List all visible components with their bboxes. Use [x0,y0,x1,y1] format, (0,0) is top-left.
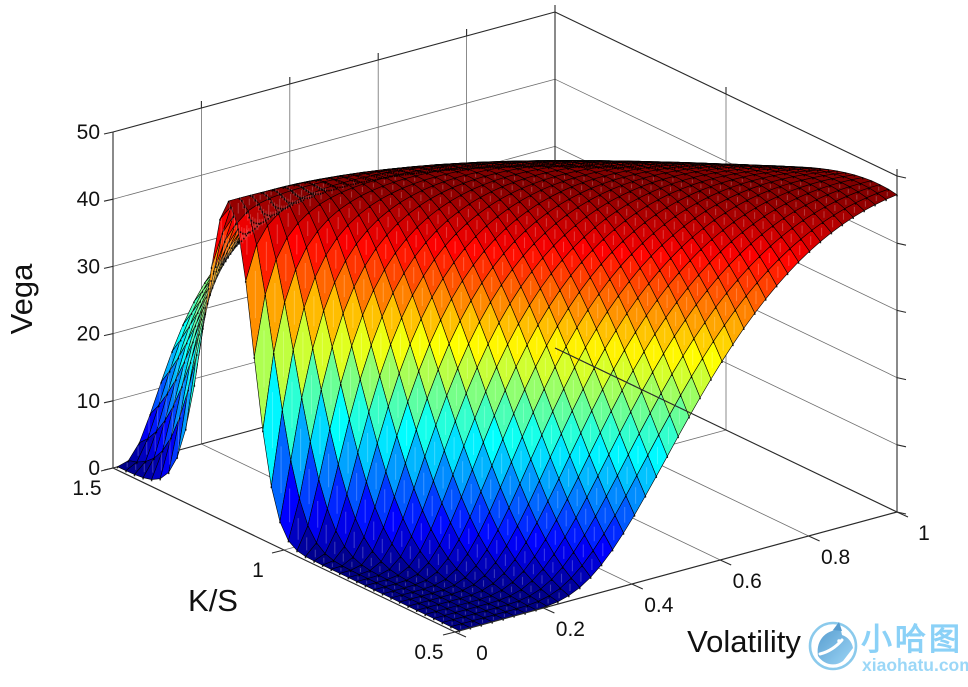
tick-mark [896,175,907,179]
y-tick-label: 0.6 [733,570,762,593]
surface-mesh [116,160,898,633]
tick-mark [719,559,732,566]
axis-ticks-and-labels: 0 10 20 30 40 50 1.5 1 0.5 0 0.2 0.4 0.6 0.8 1 [72,121,929,665]
grid-line [112,11,556,133]
z-axis-label: Vega [4,263,39,334]
tick-mark [103,265,114,269]
y-tick-label: 0.8 [821,546,850,569]
tick-mark [808,535,820,542]
tick-mark [631,583,644,590]
watermark-name: 小哈图 [861,622,963,657]
tick-mark [442,631,456,636]
tick-mark [100,467,114,472]
fox-ear-icon [833,622,842,631]
y-tick-label: 0 [476,642,488,665]
tick-mark [896,242,907,246]
tick-mark [896,511,909,518]
watermark-domain: xiaohatu.com [862,655,968,675]
z-tick-label: 50 [77,121,100,144]
grid-line [112,78,556,200]
tick-mark [103,131,114,135]
z-tick-label: 10 [77,390,100,413]
x-axis-label: K/S [188,583,238,618]
z-tick-label: 0 [88,457,100,480]
tick-mark [454,631,467,638]
y-tick-label: 0.2 [556,618,585,641]
grid-line [454,511,898,633]
y-tick-label: 1 [918,522,930,545]
tick-mark [896,444,907,448]
tick-mark [103,333,114,337]
z-tick-label: 40 [77,188,100,211]
y-axis-label: Volatility [687,624,801,659]
tick-mark [271,549,285,554]
z-tick-label: 30 [77,255,100,278]
watermark: 小哈图 xiaohatu.com [808,621,968,675]
x-tick-label: 1 [252,559,264,582]
y-tick-label: 0.4 [644,594,674,617]
x-tick-label: 1.5 [72,477,101,500]
tick-mark [543,607,555,614]
fox-eye-icon [837,639,841,643]
grid-line [554,347,898,513]
tick-mark [896,377,907,381]
tick-mark [896,309,907,313]
z-tick-label: 20 [77,323,100,346]
tick-mark [103,198,114,202]
tick-mark [103,400,114,404]
x-tick-label: 0.5 [414,641,443,664]
